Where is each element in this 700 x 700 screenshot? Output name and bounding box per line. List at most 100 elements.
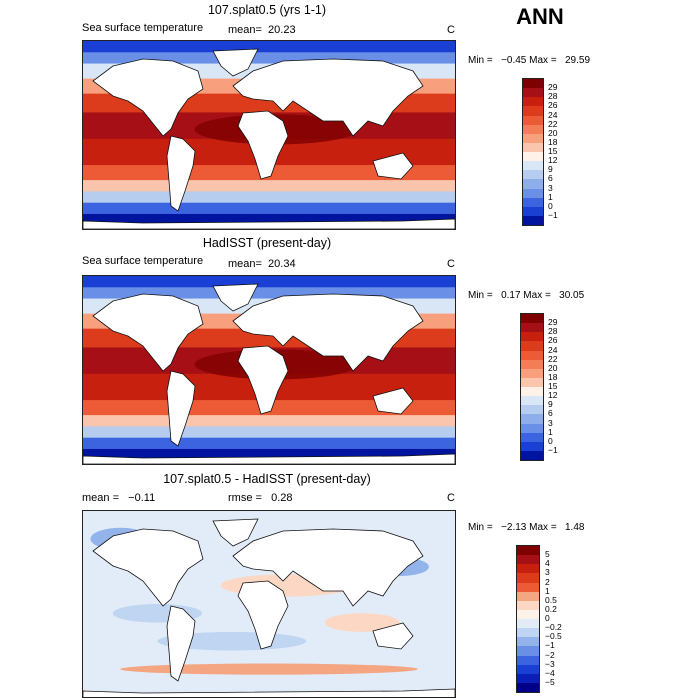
colorbar-swatch	[517, 555, 539, 565]
colorbar-swatch	[517, 564, 539, 574]
land-mass	[232, 528, 424, 607]
colorbar-tick-label: 0	[548, 200, 553, 211]
map-obs-sst	[82, 275, 456, 465]
colorbar-tick-label: 9	[548, 164, 553, 175]
colorbar-swatch	[521, 414, 543, 424]
colorbar-tick-label: 4	[545, 558, 550, 569]
land-mass	[232, 58, 424, 137]
colorbar-swatch	[517, 582, 539, 592]
colorbar-swatch	[523, 88, 543, 98]
map-diff-sst	[82, 510, 456, 698]
colorbar-swatch	[517, 646, 539, 656]
colorbar-swatch	[523, 197, 543, 207]
colorbar-tick-label: −5	[545, 676, 555, 687]
colorbar-labels-diff: 5 4 3 2 1 0.5 0.2 0 −0.2 −0.5 −1 −2 −3 −4 −5	[545, 545, 585, 691]
field-band	[83, 426, 455, 439]
colorbar-tick-label: −0.5	[545, 631, 562, 642]
colorbar-swatch	[523, 97, 543, 107]
colorbar-swatch	[523, 170, 543, 180]
land-mass	[237, 580, 289, 650]
land-mass	[372, 152, 414, 180]
colorbar-swatch	[517, 573, 539, 583]
colorbar-tick-label: 20	[548, 127, 558, 138]
colorbar-tick-label: −0.2	[545, 622, 562, 633]
colorbar-swatch	[517, 637, 539, 647]
colorbar-swatch	[517, 673, 539, 683]
field-band	[83, 180, 455, 193]
colorbar-swatch	[523, 106, 543, 116]
colorbar-swatch	[521, 387, 543, 397]
field-band	[83, 191, 455, 204]
variable-label-model: Sea surface temperature	[82, 22, 204, 34]
colorbar-swatch	[517, 628, 539, 638]
colorbar-swatch	[521, 368, 543, 378]
colorbar-model	[522, 78, 544, 226]
colorbar-swatch	[517, 600, 539, 610]
colorbar-swatch	[521, 359, 543, 369]
colorbar-tick-label: 9	[548, 399, 553, 410]
land-mass	[166, 370, 196, 447]
field-band	[83, 437, 455, 450]
colorbar-tick-label: 5	[545, 549, 550, 560]
colorbar-tick-label: 28	[548, 91, 558, 102]
colorbar-tick-label: 12	[548, 155, 558, 166]
colorbar-swatch	[517, 591, 539, 601]
panel-title-model: 107.splat0.5 (yrs 1-1)	[207, 3, 327, 17]
minmax-model: Min = −0.45 Max = 29.59	[468, 55, 591, 66]
colorbar-swatch	[523, 188, 543, 198]
colorbar-tick-label: 26	[548, 335, 558, 346]
panel-title-obs: HadISST (present-day)	[202, 236, 332, 250]
colorbar-tick-label: 15	[548, 381, 558, 391]
colorbar-tick-label: 15	[548, 146, 558, 156]
colorbar-swatch	[517, 682, 539, 692]
colorbar-tick-label: 24	[548, 344, 558, 355]
land-mass	[92, 528, 204, 607]
colorbar-swatch	[521, 314, 543, 324]
land-mass	[166, 605, 196, 682]
colorbar-swatch	[517, 664, 539, 674]
land-mass	[83, 688, 455, 697]
colorbar-swatch	[523, 124, 543, 134]
colorbar-swatch	[521, 405, 543, 415]
colorbar-swatch	[521, 341, 543, 351]
colorbar-tick-label: 29	[548, 317, 558, 328]
land-mass	[212, 283, 259, 312]
land-mass	[83, 453, 455, 464]
land-mass	[372, 622, 414, 650]
land-mass	[237, 110, 289, 180]
colorbar-swatch	[517, 619, 539, 629]
colorbar-tick-label: −2	[545, 649, 555, 660]
colorbar-tick-label: 0	[545, 613, 550, 623]
colorbar-swatch	[521, 423, 543, 433]
colorbar-tick-label: −1	[548, 444, 558, 455]
colorbar-tick-label: 3	[548, 417, 553, 428]
colorbar-tick-label: −3	[545, 658, 555, 669]
colorbar-diff	[516, 545, 540, 693]
colorbar-tick-label: 18	[548, 136, 558, 147]
units-label-model: C	[447, 24, 455, 36]
colorbar-tick-label: 2	[545, 576, 550, 587]
colorbar-tick-label: 6	[548, 408, 553, 419]
colorbar-swatch	[521, 441, 543, 451]
mean-label-diff: mean = −0.11	[82, 492, 156, 504]
field-band	[83, 276, 455, 289]
land-mass	[83, 218, 455, 229]
colorbar-tick-label: 29	[548, 82, 558, 93]
colorbar-tick-label: 28	[548, 326, 558, 337]
land-mass	[212, 518, 259, 547]
land-mass	[212, 48, 259, 77]
colorbar-swatch	[521, 432, 543, 442]
colorbar-swatch	[523, 142, 543, 152]
colorbar-swatch	[521, 332, 543, 342]
colorbar-tick-label: 0.5	[545, 594, 557, 605]
field-band	[83, 415, 455, 428]
colorbar-swatch	[523, 79, 543, 89]
units-label-diff: C	[447, 492, 455, 504]
colorbar-swatch	[523, 152, 543, 162]
colorbar-tick-label: 12	[548, 390, 558, 401]
colorbar-tick-label: 1	[548, 191, 553, 202]
colorbar-swatch	[521, 350, 543, 360]
field-band	[83, 202, 455, 215]
units-label-obs: C	[447, 258, 455, 270]
map-model-sst	[82, 40, 456, 230]
